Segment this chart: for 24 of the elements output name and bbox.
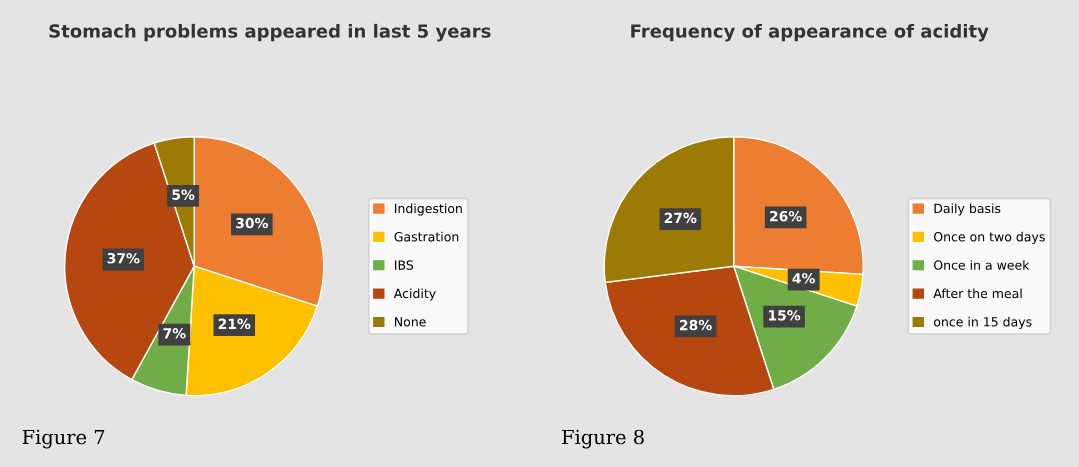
data-label: 21% <box>218 318 251 330</box>
legend-label: None <box>395 317 426 327</box>
legend-label: once in 15 days <box>933 316 1032 329</box>
chart-title: Frequency of appearance of acidity <box>631 23 989 42</box>
legend-label: Acidity <box>393 288 436 301</box>
data-label: 28% <box>680 319 712 331</box>
legend-label: Daily basis <box>934 203 1001 216</box>
legend-label: IBS <box>395 260 414 270</box>
data-label: 26% <box>770 210 802 222</box>
data-label: 5% <box>172 189 195 200</box>
legend-label: Gastration <box>394 231 459 242</box>
data-label: 37% <box>107 253 140 264</box>
data-label: 7% <box>163 328 186 339</box>
caption: Figure 8 <box>562 429 644 449</box>
data-label: 15% <box>769 310 801 321</box>
data-label: 4% <box>792 273 816 284</box>
data-label: 27% <box>664 212 697 224</box>
legend-label: Once in a week <box>934 260 1030 270</box>
chart-title: Stomach problems appeared in last 5 years <box>49 23 491 42</box>
legend-label: Once on two days <box>934 231 1045 244</box>
legend-label: Indigestion <box>395 203 462 216</box>
caption: Figure 7 <box>22 429 105 449</box>
data-label: 30% <box>236 217 269 229</box>
legend-label: After the meal <box>933 288 1022 299</box>
